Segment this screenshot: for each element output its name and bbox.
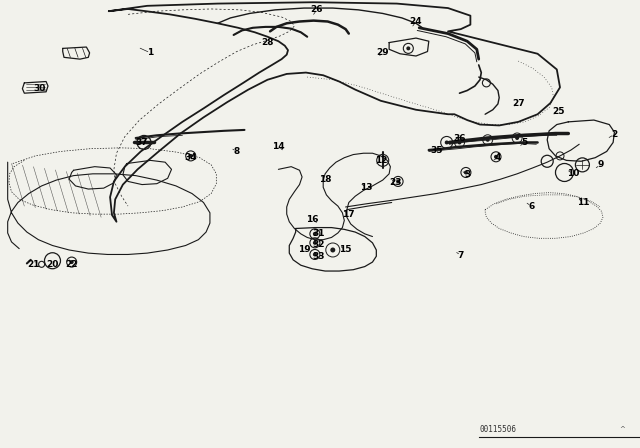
Circle shape bbox=[396, 180, 400, 183]
Text: 18: 18 bbox=[319, 175, 332, 184]
Text: 22: 22 bbox=[65, 260, 78, 269]
Text: 33: 33 bbox=[312, 252, 325, 261]
Circle shape bbox=[70, 260, 74, 264]
Circle shape bbox=[313, 232, 317, 236]
Circle shape bbox=[330, 247, 335, 253]
Circle shape bbox=[494, 155, 498, 159]
Text: 16: 16 bbox=[306, 215, 319, 224]
Circle shape bbox=[486, 138, 490, 142]
Circle shape bbox=[189, 154, 193, 158]
Text: 2: 2 bbox=[611, 130, 618, 139]
Text: 23: 23 bbox=[389, 178, 402, 187]
Text: 4: 4 bbox=[495, 153, 501, 162]
Text: 31: 31 bbox=[312, 229, 325, 238]
Text: 5: 5 bbox=[522, 138, 528, 147]
Text: 21: 21 bbox=[27, 260, 40, 269]
Text: 32: 32 bbox=[312, 240, 325, 249]
Text: 35: 35 bbox=[430, 146, 443, 155]
Text: 27: 27 bbox=[512, 99, 525, 108]
Text: 19: 19 bbox=[298, 246, 310, 254]
Text: 28: 28 bbox=[261, 38, 274, 47]
Text: 8: 8 bbox=[234, 147, 240, 156]
Text: 30: 30 bbox=[33, 84, 46, 93]
Text: 20: 20 bbox=[46, 260, 59, 269]
Text: 1: 1 bbox=[147, 48, 154, 57]
Circle shape bbox=[445, 141, 449, 144]
Text: 24: 24 bbox=[410, 17, 422, 26]
Text: 6: 6 bbox=[528, 202, 534, 211]
Text: 15: 15 bbox=[339, 246, 352, 254]
Text: 9: 9 bbox=[597, 160, 604, 169]
Text: 37: 37 bbox=[136, 138, 148, 147]
Text: 17: 17 bbox=[342, 210, 355, 219]
Text: 13: 13 bbox=[360, 183, 372, 192]
Circle shape bbox=[458, 141, 461, 144]
Text: 12: 12 bbox=[374, 156, 387, 165]
Text: 29: 29 bbox=[376, 48, 389, 57]
Text: 10: 10 bbox=[566, 169, 579, 178]
Text: 7: 7 bbox=[458, 251, 464, 260]
Text: 3: 3 bbox=[464, 170, 470, 179]
Text: 11: 11 bbox=[577, 198, 590, 207]
Text: 25: 25 bbox=[552, 107, 564, 116]
Text: 36: 36 bbox=[453, 134, 466, 143]
Circle shape bbox=[515, 136, 519, 140]
Circle shape bbox=[464, 171, 468, 174]
Circle shape bbox=[313, 241, 317, 245]
Text: 34: 34 bbox=[184, 153, 197, 162]
Text: ^: ^ bbox=[620, 426, 625, 432]
Circle shape bbox=[313, 253, 317, 256]
Circle shape bbox=[406, 47, 410, 50]
Text: 26: 26 bbox=[310, 5, 323, 14]
Text: 14: 14 bbox=[272, 142, 285, 151]
Text: 00115506: 00115506 bbox=[480, 425, 517, 434]
